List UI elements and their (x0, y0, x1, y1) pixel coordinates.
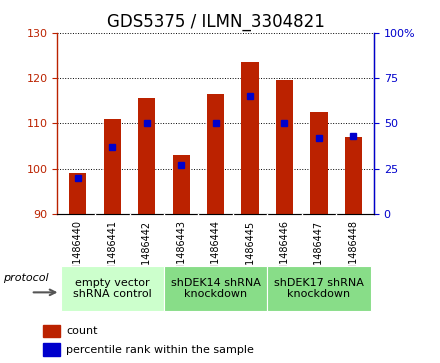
Bar (310, 112, 327, 214)
Bar (207, 94, 224, 214)
Bar (172, 155, 190, 214)
Text: protocol: protocol (3, 273, 49, 283)
Text: shDEK17 shRNA
knockdown: shDEK17 shRNA knockdown (274, 278, 364, 299)
Text: shDEK14 shRNA
knockdown: shDEK14 shRNA knockdown (171, 278, 260, 299)
Bar (345, 137, 362, 214)
Bar (104, 119, 121, 214)
Bar (276, 80, 293, 214)
Bar (138, 98, 155, 214)
Bar (242, 62, 259, 214)
FancyBboxPatch shape (267, 266, 370, 311)
Bar (43, 343, 60, 356)
Text: empty vector
shRNA control: empty vector shRNA control (73, 278, 152, 299)
Title: GDS5375 / ILMN_3304821: GDS5375 / ILMN_3304821 (106, 13, 325, 31)
Text: percentile rank within the sample: percentile rank within the sample (66, 345, 254, 355)
FancyBboxPatch shape (164, 266, 267, 311)
FancyBboxPatch shape (61, 266, 164, 311)
Bar (43, 325, 60, 338)
Bar (69, 173, 87, 214)
Text: count: count (66, 326, 98, 336)
